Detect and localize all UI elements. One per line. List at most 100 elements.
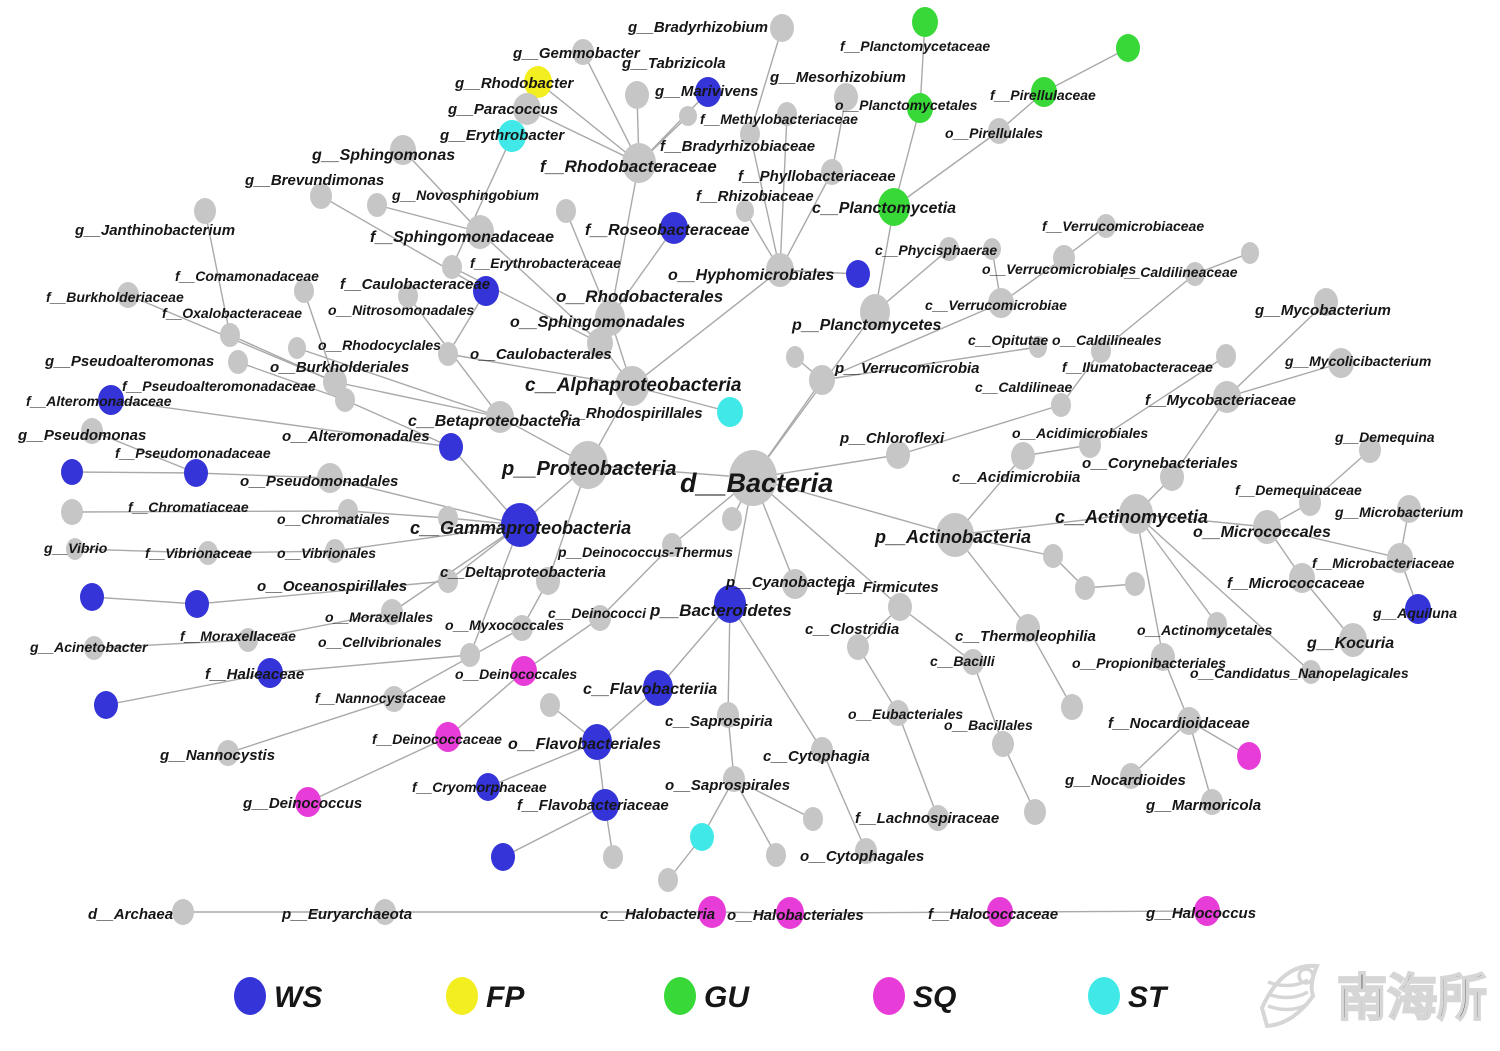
node-ws_fla[interactable] bbox=[491, 843, 515, 871]
node-o__Cytophagales[interactable] bbox=[855, 838, 877, 864]
node-o__Flavobacteriales[interactable] bbox=[582, 724, 612, 760]
node-o__Sphingomonadales[interactable] bbox=[587, 328, 613, 358]
node-g__Microbacterium[interactable] bbox=[1397, 495, 1421, 523]
node-u_bac[interactable] bbox=[1024, 799, 1046, 825]
node-g__Rhodobacter[interactable] bbox=[524, 66, 552, 98]
node-f__Flavobacteriaceae[interactable] bbox=[591, 789, 619, 821]
node-f__Mycobacteriaceae[interactable] bbox=[1213, 381, 1241, 413]
node-u_flv[interactable] bbox=[540, 693, 560, 717]
node-st_sap[interactable] bbox=[690, 823, 714, 851]
node-o__Burkholderiales[interactable] bbox=[323, 368, 347, 396]
node-u_vrb[interactable] bbox=[983, 238, 1001, 260]
node-g__Kocuria[interactable] bbox=[1339, 623, 1367, 657]
node-f__Bradyrhizobiaceae[interactable] bbox=[740, 122, 760, 146]
node-u_thm[interactable] bbox=[1061, 694, 1083, 720]
node-o__Myxococcales[interactable] bbox=[511, 615, 533, 641]
node-u_ver[interactable] bbox=[786, 346, 804, 368]
node-c__Deinococci[interactable] bbox=[589, 605, 611, 631]
node-u_rba[interactable] bbox=[679, 106, 697, 126]
node-u_st[interactable] bbox=[658, 868, 678, 892]
node-g__Brevundimonas[interactable] bbox=[310, 183, 332, 209]
node-ws_hypho[interactable] bbox=[846, 260, 870, 288]
node-c__Saprospiria[interactable] bbox=[717, 702, 739, 728]
node-f__Pirellulaceae[interactable] bbox=[1031, 77, 1057, 107]
node-g__Tabrizicola[interactable] bbox=[625, 81, 649, 109]
node-o__Caulobacterales[interactable] bbox=[438, 342, 458, 366]
node-o__Nitrosomonadales[interactable] bbox=[398, 284, 418, 308]
node-g__Sphingomonas[interactable] bbox=[390, 135, 416, 165]
node-f__Microbacteriaceae[interactable] bbox=[1387, 543, 1413, 573]
node-f__Vibrionaceae[interactable] bbox=[198, 541, 218, 565]
node-c__Caldilineae[interactable] bbox=[1051, 393, 1071, 417]
node-o__Saprospirales[interactable] bbox=[723, 766, 745, 792]
node-g__Paracoccus[interactable] bbox=[513, 93, 541, 125]
node-f__Pseudomonadaceae[interactable] bbox=[184, 459, 208, 487]
node-u_sap2[interactable] bbox=[766, 843, 786, 867]
node-f__Micrococcaceae[interactable] bbox=[1289, 563, 1315, 593]
node-f__Deinococcaceae[interactable] bbox=[435, 722, 461, 752]
node-o__Pirellulales[interactable] bbox=[988, 118, 1010, 144]
node-o__Verrucomicrobiales[interactable] bbox=[1053, 245, 1075, 271]
node-f__Rhodobacteraceae[interactable] bbox=[622, 143, 656, 183]
node-u_act1[interactable] bbox=[1043, 544, 1063, 568]
node-o__Alteromonadales[interactable] bbox=[439, 433, 463, 461]
node-o__Pseudomonadales[interactable] bbox=[317, 463, 343, 493]
node-f__Rhizobiaceae[interactable] bbox=[736, 200, 754, 222]
node-c__Deltaproteobacteria[interactable] bbox=[536, 567, 560, 595]
node-o__Moraxellales[interactable] bbox=[381, 599, 403, 625]
node-f__Erythrobacteraceae[interactable] bbox=[442, 255, 462, 279]
node-ws_hal[interactable] bbox=[94, 691, 118, 719]
node-c__Flavobacteriia[interactable] bbox=[643, 670, 673, 706]
node-f__Comamonadaceae[interactable] bbox=[294, 279, 314, 303]
node-g__Mycobacterium[interactable] bbox=[1314, 288, 1338, 316]
node-g__Aquiluna[interactable] bbox=[1405, 594, 1431, 624]
node-gu_pir[interactable] bbox=[1116, 34, 1140, 62]
node-f__Caulobacteraceae[interactable] bbox=[473, 276, 499, 306]
node-o__Planctomycetales[interactable] bbox=[907, 93, 933, 123]
node-g__Vibrio[interactable] bbox=[66, 538, 84, 560]
node-g__Nannocystis[interactable] bbox=[217, 740, 239, 766]
node-c__Phycisphaerae[interactable] bbox=[939, 237, 959, 261]
node-f__Nannocystaceae[interactable] bbox=[383, 686, 405, 712]
node-f__Chromatiaceae[interactable] bbox=[338, 499, 358, 523]
node-d__Archaea[interactable] bbox=[172, 899, 194, 925]
node-g__Bradyrhizobium[interactable] bbox=[770, 14, 794, 42]
node-f__Oxalobacteraceae[interactable] bbox=[220, 323, 240, 347]
node-g__Pseudoalteromonas[interactable] bbox=[228, 350, 248, 374]
node-c__Opitutae[interactable] bbox=[1029, 336, 1047, 358]
node-o__Propionibacteriales[interactable] bbox=[1151, 643, 1175, 671]
node-p__Cyanobacteria[interactable] bbox=[782, 569, 808, 599]
node-g__Janthinobacterium[interactable] bbox=[194, 198, 216, 224]
node-ws_oce1[interactable] bbox=[80, 583, 104, 611]
node-c__Thermoleophilia[interactable] bbox=[1016, 614, 1040, 642]
node-f__Methylobacteriaceae[interactable] bbox=[777, 102, 797, 126]
node-o__Candidatus_Nanopelagicales[interactable] bbox=[1301, 660, 1321, 684]
node-o__Deinococcales[interactable] bbox=[511, 656, 537, 686]
node-u_sap1[interactable] bbox=[803, 807, 823, 831]
node-f__Roseobacteraceae[interactable] bbox=[660, 212, 688, 244]
node-d__Bacteria[interactable] bbox=[729, 450, 777, 506]
node-f__Alteromonadaceae[interactable] bbox=[98, 385, 124, 415]
node-g__Gemmobacter[interactable] bbox=[572, 39, 594, 65]
node-p__Actinobacteria[interactable] bbox=[936, 513, 974, 557]
node-c__Gammaproteobacteria[interactable] bbox=[501, 503, 539, 547]
node-p__Planctomycetes[interactable] bbox=[860, 294, 890, 330]
node-p__Chloroflexi[interactable] bbox=[886, 441, 910, 469]
node-f__Planctomycetaceae[interactable] bbox=[912, 7, 938, 37]
node-g__Marmoricola[interactable] bbox=[1201, 789, 1223, 815]
node-g__Mesorhizobium[interactable] bbox=[834, 83, 858, 111]
node-f__Moraxellaceae[interactable] bbox=[238, 628, 258, 652]
node-o__Hyphomicrobiales[interactable] bbox=[766, 253, 794, 287]
node-f__Verrucomicrobiaceae[interactable] bbox=[1096, 214, 1116, 238]
node-o__Eubacteriales[interactable] bbox=[887, 700, 909, 726]
node-o__Vibrionales[interactable] bbox=[325, 539, 345, 563]
node-c__Halobacteria[interactable] bbox=[698, 896, 726, 928]
node-u_fla[interactable] bbox=[603, 845, 623, 869]
node-o__Rhodocyclales[interactable] bbox=[288, 337, 306, 359]
node-o__Corynebacteriales[interactable] bbox=[1160, 463, 1184, 491]
node-c__Acidimicrobiia[interactable] bbox=[1011, 442, 1035, 470]
node-o__Cellvibrionales[interactable] bbox=[460, 643, 480, 667]
node-c__Planctomycetia[interactable] bbox=[878, 188, 910, 226]
node-f__Nocardioidaceae[interactable] bbox=[1177, 707, 1201, 735]
node-ws_psd[interactable] bbox=[61, 459, 83, 485]
